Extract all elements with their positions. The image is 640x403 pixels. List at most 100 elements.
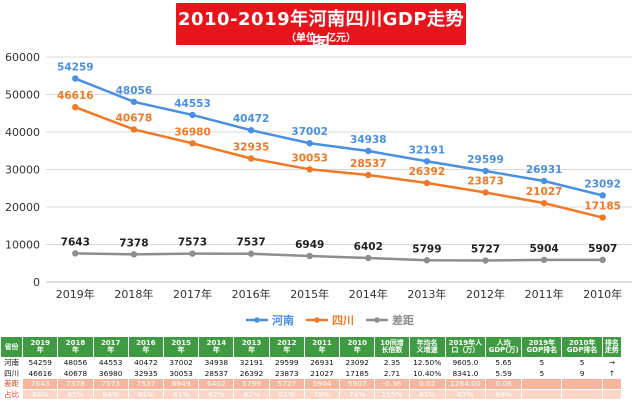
table-cell: 7537 bbox=[127, 378, 165, 390]
table-cell: 83% bbox=[92, 388, 129, 401]
table-header-cell: 10间增 长倍数 bbox=[374, 336, 410, 358]
x-tick-label: 2019年 bbox=[56, 287, 95, 301]
table-cell: 26931 bbox=[303, 357, 341, 369]
table-cell: 7573 bbox=[92, 378, 129, 390]
table-cell: 5 bbox=[561, 357, 603, 369]
data-label: 7378 bbox=[119, 237, 148, 249]
data-point bbox=[540, 177, 548, 185]
chart-subtitle: （单位：亿元） bbox=[286, 33, 356, 44]
row-label-cell: 占比 bbox=[0, 388, 24, 401]
table-cell: 5 bbox=[521, 367, 563, 380]
y-tick-label: 40000 bbox=[5, 126, 40, 139]
chart-title: 2010-2019年河南四川GDP走势图 bbox=[177, 9, 465, 56]
table-cell: 5904 bbox=[303, 378, 341, 390]
table-cell: 8341.0 bbox=[444, 367, 487, 380]
table-cell: 87% bbox=[444, 388, 487, 401]
y-tick-label: 20000 bbox=[5, 201, 40, 214]
table-cell: 99% bbox=[485, 388, 523, 401]
line-chart: 0 10000 20000 30000 40000 50000 60000 2019年 2018… bbox=[5, 51, 632, 327]
data-label: 5799 bbox=[412, 243, 441, 255]
data-point bbox=[365, 171, 372, 179]
data-point bbox=[306, 140, 313, 147]
data-label: 44553 bbox=[174, 98, 211, 110]
data-point bbox=[599, 192, 606, 199]
table-cell: 0.06 bbox=[485, 378, 523, 390]
data-point bbox=[72, 75, 79, 82]
data-point bbox=[247, 250, 255, 257]
x-tick-label: 2016年 bbox=[232, 287, 271, 301]
y-tick-label: 10000 bbox=[5, 239, 40, 252]
table-header-cell: 2017 年 bbox=[92, 336, 129, 358]
data-point bbox=[482, 189, 489, 196]
table-cell: 2.35 bbox=[374, 357, 410, 369]
legend-label: 河南 bbox=[272, 313, 294, 327]
table-cell: 9605.0 bbox=[444, 357, 487, 369]
data-label: 17185 bbox=[584, 201, 621, 213]
series-line-0 bbox=[74, 77, 603, 197]
data-label: 7573 bbox=[178, 237, 207, 249]
legend-marker bbox=[314, 317, 320, 323]
data-label: 46616 bbox=[57, 90, 94, 102]
series-line-1 bbox=[74, 106, 603, 219]
data-label: 54259 bbox=[57, 62, 94, 74]
table-cell: 0.02 bbox=[408, 378, 446, 390]
x-tick-label: 2015年 bbox=[290, 287, 329, 301]
table-cell: 40678 bbox=[57, 367, 94, 380]
data-label: 5727 bbox=[471, 244, 500, 256]
table-cell: 6402 bbox=[198, 378, 235, 390]
y-tick-label: 30000 bbox=[5, 164, 40, 177]
table-cell bbox=[561, 388, 603, 401]
table-cell: 5 bbox=[521, 357, 563, 369]
data-point bbox=[189, 250, 196, 257]
data-label: 7643 bbox=[61, 236, 90, 248]
table-cell: 44553 bbox=[92, 357, 129, 369]
table-header-cell: 年均名 义增速 bbox=[408, 336, 446, 358]
table-cell: 74% bbox=[339, 388, 376, 401]
table-cell: 5907 bbox=[339, 378, 376, 390]
data-label: 26392 bbox=[409, 166, 446, 178]
table-row: 占比 86% 85% 83% 81% 81% 82% 82% 81% 78% 74% 115% 83% 8… bbox=[0, 388, 623, 401]
data-label: 48056 bbox=[116, 85, 153, 97]
data-table-area: 省份 2019 年 2018 年 2017 年 2016 年 2015 年 2014 年 20… bbox=[0, 336, 640, 403]
table-cell: 23873 bbox=[268, 367, 305, 380]
table-cell: → bbox=[601, 357, 623, 369]
table-header-cell: 2012 年 bbox=[268, 336, 305, 358]
table-header-cell: 2019 年 bbox=[22, 336, 59, 358]
table-cell: ↑ bbox=[601, 367, 623, 380]
data-table: 省份 2019 年 2018 年 2017 年 2016 年 2015 年 2014 年 20… bbox=[0, 336, 623, 401]
data-label: 21027 bbox=[526, 186, 563, 198]
row-label-cell: 河南 bbox=[0, 357, 24, 369]
table-cell: 37002 bbox=[163, 357, 200, 369]
data-point bbox=[306, 252, 313, 260]
data-label: 28537 bbox=[350, 158, 387, 170]
table-cell: 85% bbox=[57, 388, 94, 401]
table-cell: 5727 bbox=[268, 378, 305, 390]
series-line-2 bbox=[75, 252, 603, 262]
table-header-cell: 2010年 GDP排名 bbox=[561, 336, 603, 358]
data-point bbox=[423, 158, 431, 165]
data-label: 32935 bbox=[233, 141, 270, 153]
data-point bbox=[72, 250, 79, 257]
table-cell: 23092 bbox=[339, 357, 376, 369]
data-point bbox=[130, 251, 138, 258]
table-cell bbox=[521, 388, 563, 401]
y-tick-label: 60000 bbox=[5, 51, 40, 64]
x-tick-label: 2011年 bbox=[525, 287, 564, 301]
title-banner: 2010-2019年河南四川GDP走势图 （单位：亿元） bbox=[176, 3, 466, 56]
table-cell: -0.36 bbox=[374, 378, 410, 390]
table-header-cell: 人均 GDP(万) bbox=[485, 336, 523, 358]
table-cell: 7378 bbox=[57, 378, 94, 390]
table-cell: 12.50% bbox=[408, 357, 446, 369]
data-point bbox=[482, 167, 489, 175]
table-header-cell: 2010 年 bbox=[339, 336, 376, 358]
table-cell: 5.59 bbox=[485, 367, 523, 380]
table-cell: 7643 bbox=[22, 378, 59, 390]
legend-marker bbox=[254, 317, 260, 323]
legend-marker bbox=[374, 317, 380, 323]
table-header-cell: 2013 年 bbox=[233, 336, 270, 358]
table-cell: 2.71 bbox=[374, 367, 410, 380]
table-cell: 21027 bbox=[303, 367, 341, 380]
table-cell: 28537 bbox=[198, 367, 235, 380]
data-point bbox=[423, 257, 431, 264]
x-tick-label: 2010年 bbox=[583, 287, 622, 301]
